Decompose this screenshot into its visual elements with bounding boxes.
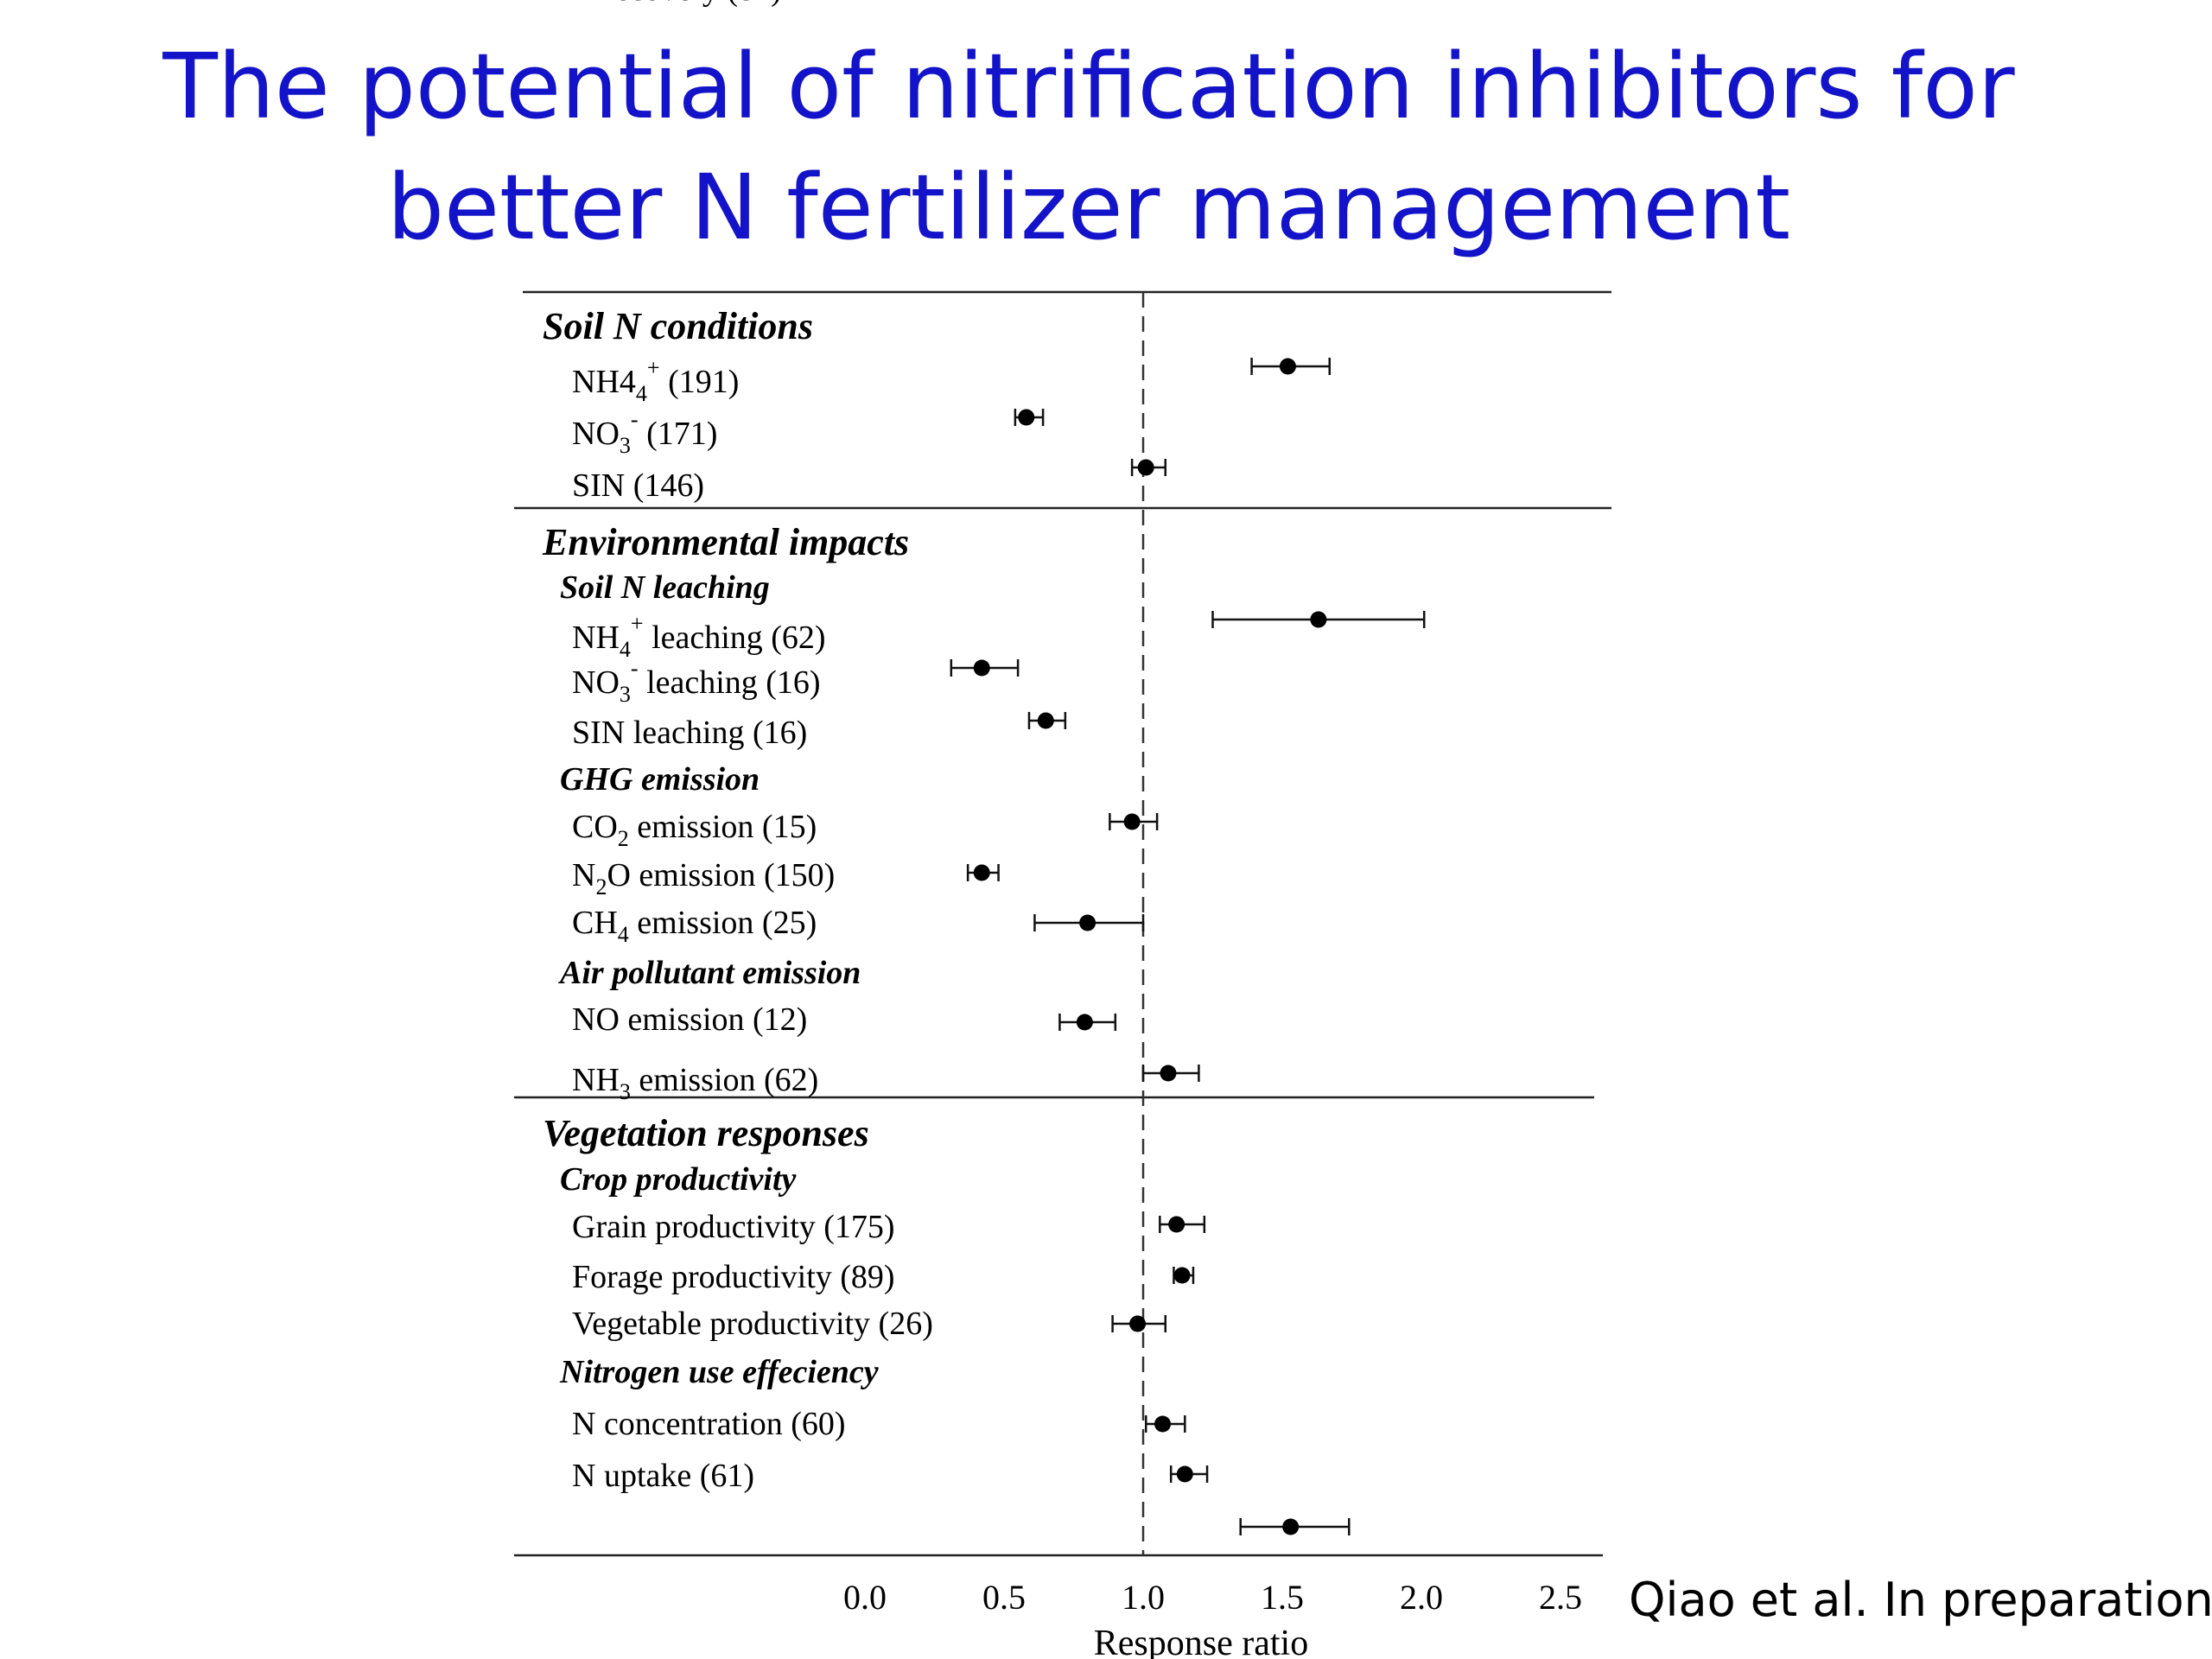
data-point [1018,409,1035,426]
row-label: NO3- (171) [572,407,717,458]
row-label: CH4 emission (25) [572,905,817,947]
row-label-name: NH [572,1062,620,1098]
row-label-suffix: leaching (62) [644,620,826,656]
x-tick-label: 2.5 [1539,1578,1582,1617]
data-point [1123,813,1141,830]
row-label-suffix: leaching (16) [639,664,821,701]
row-label-name: N [572,857,595,893]
row-label-name: NO emission (12) [572,1001,807,1038]
data-point [1173,1267,1191,1284]
data-point [1176,1465,1193,1483]
row-label-suffix: emission (15) [629,809,817,845]
row-label-suffix: (191) [660,364,740,400]
section-heading: Environmental impacts [542,521,909,563]
data-point [1168,1216,1185,1233]
data-point [1076,1014,1093,1031]
row-label: SIN (146) [572,467,704,504]
subsection-heading: Nitrogen use effeciency [559,1354,879,1390]
x-axis-label: Response ratio [1094,1624,1308,1659]
data-point [1037,712,1054,729]
row-label: Vegetable productivity (26) [572,1306,933,1342]
row-label-name: N concentration (60) [572,1406,846,1442]
row-label: N concentration (60) [572,1406,846,1442]
row-label-suffix: (171) [639,416,718,452]
row-label-name: NO [572,416,620,452]
row-label: NH4+ leaching (62) [572,611,826,662]
row-label-subscript: 2 [595,874,607,899]
data-point [973,659,990,677]
row-label-subscript: 4 [636,381,647,406]
row-label: N2O emission (150) [572,857,835,899]
section-heading: Vegetation responses [543,1112,869,1154]
row-label-superscript: + [647,355,660,380]
row-label: NH44+ (191) [572,355,739,406]
citation: Qiao et al. In preparation [1629,1573,2212,1627]
row-label-name: NH4 [572,364,636,400]
row-label-subscript: 3 [620,1079,631,1104]
x-tick-label: 0.0 [843,1578,887,1617]
row-label-name: N uptake (61) [572,1458,754,1494]
section-heading: Soil N conditions [543,305,813,347]
data-point [973,864,990,881]
row-label: Forage productivity (89) [572,1259,895,1295]
row-label-name: N recovery (87) [572,0,782,8]
row-label-name: CO [572,809,618,845]
data-point [1129,1315,1147,1332]
slide-title-line-1: The potential of nitrification inhibitor… [162,34,2015,139]
subsection-heading: GHG emission [560,761,760,798]
data-point [1154,1415,1172,1433]
subsection-heading: Crop productivity [560,1161,797,1198]
row-label-name: CH [572,905,618,941]
subsection-heading: Soil N leaching [560,569,770,606]
row-label-suffix: emission (62) [631,1062,818,1098]
row-label: NH3 emission (62) [572,1062,818,1104]
row-label-name: Grain productivity (175) [572,1209,895,1245]
row-label-name: NH [572,620,620,656]
row-label-name: SIN leaching (16) [572,715,807,751]
x-tick-label: 2.0 [1400,1578,1443,1617]
data-point [1282,1518,1300,1535]
row-label-suffix: O emission (150) [607,857,835,893]
data-point [1310,611,1327,628]
x-tick-label: 1.0 [1122,1578,1165,1617]
x-tick-label: 1.5 [1261,1578,1304,1617]
row-label: CO2 emission (15) [572,809,817,851]
x-axis: 0.0 0.5 1.0 1.5 2.0 2.5 [843,1578,1582,1617]
data-point [1279,358,1296,375]
row-label-superscript: + [631,611,644,636]
row-label-subscript: 4 [618,922,629,947]
row-label-superscript: - [631,407,639,432]
row-label-name: Forage productivity (89) [572,1259,895,1295]
row-label-subscript: 3 [620,433,631,458]
x-tick-label: 0.5 [982,1578,1026,1617]
row-label-name: Vegetable productivity (26) [572,1306,933,1342]
row-label: N recovery (87) [572,0,782,8]
row-label-name: SIN (146) [572,467,704,504]
row-label-subscript: 2 [618,826,629,851]
row-label-superscript: - [631,656,639,681]
row-label: SIN leaching (16) [572,715,807,751]
data-point [1137,459,1154,476]
row-label: NO emission (12) [572,1001,807,1038]
row-label-suffix: emission (25) [629,905,817,941]
row-label-subscript: 4 [620,637,631,662]
row-label: N uptake (61) [572,1458,754,1494]
data-point [1160,1065,1177,1082]
data-point [1079,914,1096,931]
row-label: Grain productivity (175) [572,1209,895,1245]
row-label-subscript: 3 [620,682,631,707]
subsection-heading: Air pollutant emission [558,955,861,991]
row-label-name: NO [572,664,620,701]
row-label: NO3- leaching (16) [572,656,821,707]
slide-title-line-2: better N fertilizer management [386,155,1791,260]
